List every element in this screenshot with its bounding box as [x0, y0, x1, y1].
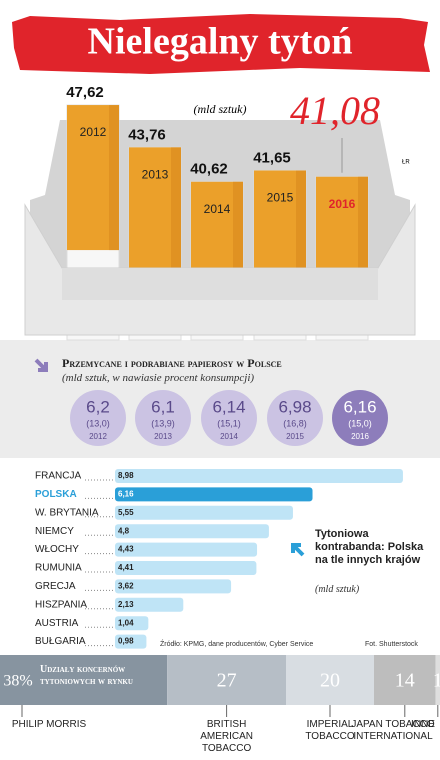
- value-label: 20: [320, 670, 340, 692]
- cigarette-shade: [358, 176, 368, 322]
- chart-title: Nielegalny tytoń: [88, 21, 353, 63]
- segment: [167, 655, 286, 705]
- category-label: BUŁGARIA: [35, 636, 86, 647]
- section-subtitle: (mld sztuk, w nawiasie procent konsumpcj…: [62, 372, 255, 384]
- category-label: BRITISH AMERICAN TOBACCO: [200, 719, 253, 754]
- year-label: 2015: [286, 432, 304, 441]
- circle: [332, 390, 388, 446]
- note: ŁR: [402, 160, 410, 166]
- bar: [115, 579, 232, 594]
- circle: [70, 390, 126, 446]
- category-label: INNE: [411, 719, 435, 730]
- year-label: 2014: [220, 432, 238, 441]
- year-label: 2013: [142, 168, 169, 182]
- year-label: 2012: [80, 125, 107, 139]
- share-label: (13,0): [86, 418, 110, 428]
- pack-inner: [62, 268, 378, 300]
- circle: [135, 390, 191, 446]
- annotation-title: Tytoniowa kontrabanda: Polska na tle inn…: [315, 528, 424, 566]
- value-label: 8,98: [118, 471, 134, 480]
- category-label: PHILIP MORRIS: [11, 719, 87, 730]
- title-banner: [12, 14, 430, 74]
- value-label: 4,8: [118, 526, 130, 535]
- category-label: HISZPANIA: [35, 599, 87, 610]
- value-label: 6,98: [278, 397, 311, 416]
- value-label: 41,08: [290, 88, 380, 133]
- year-label: 2014: [204, 202, 231, 216]
- category-label: IMPERIAL TOBACCO: [305, 719, 355, 742]
- segment: [0, 655, 168, 705]
- legend-title: Udziały koncernów tytoniowych w rynku: [40, 664, 133, 687]
- category-label: AUSTRIA: [35, 618, 79, 629]
- value-label: 6,16: [118, 490, 134, 499]
- category-label: GRECJA: [35, 581, 76, 592]
- subtitle: (mld sztuk): [194, 102, 247, 116]
- value-label: 38%: [3, 673, 32, 690]
- value-label: 1,04: [118, 618, 134, 627]
- arrow-icon: [34, 358, 48, 372]
- bar: [115, 505, 293, 520]
- category-label: FRANCJA: [35, 471, 81, 482]
- value-label: 1: [433, 670, 440, 692]
- share-label: (15,1): [217, 418, 241, 428]
- photo-credit: Fot. Shutterstock: [365, 641, 418, 648]
- value-label: 6,14: [212, 397, 245, 416]
- value-label: 40,62: [190, 161, 228, 178]
- cigarette-shade: [233, 181, 243, 327]
- category-label: POLSKA: [35, 489, 77, 500]
- year-label: 2013: [154, 432, 172, 441]
- value-label: 41,65: [253, 149, 291, 166]
- value-label: 27: [217, 670, 237, 692]
- category-label: WŁOCHY: [35, 544, 79, 555]
- category-label: W. BRYTANIA: [35, 507, 99, 518]
- value-label: 5,55: [118, 508, 134, 517]
- bar: [115, 634, 147, 649]
- category-label: JAPAN TOBACCO INTERNATIONAL: [351, 719, 435, 742]
- year-label: 2016: [329, 197, 356, 211]
- source: Źródło: KPMG, dane producentów, Cyber Se…: [160, 639, 313, 648]
- value-label: 2,13: [118, 600, 134, 609]
- segment: [435, 655, 440, 705]
- cigarette-shade: [109, 105, 119, 251]
- year-label: 2015: [267, 191, 294, 205]
- circle: [201, 390, 257, 446]
- category-label: NIEMCY: [35, 526, 74, 537]
- category-label: RUMUNIA: [35, 563, 82, 574]
- bar: [115, 524, 269, 539]
- value-label: 14: [395, 670, 415, 692]
- value-label: 43,76: [128, 126, 166, 143]
- bar: [115, 597, 184, 612]
- year-label: 2012: [89, 432, 107, 441]
- value-label: 6,1: [151, 397, 175, 416]
- segment: [286, 655, 374, 705]
- bar: [115, 487, 313, 502]
- share-label: (13,9): [151, 418, 175, 428]
- value-label: 47,62: [66, 84, 104, 101]
- value-label: 0,98: [118, 637, 134, 646]
- value-label: 3,62: [118, 582, 134, 591]
- value-label: 6,2: [86, 397, 110, 416]
- bar: [115, 561, 257, 575]
- value-label: 4,43: [118, 545, 134, 554]
- value-label: 6,16: [343, 397, 376, 416]
- segment: [374, 655, 436, 705]
- value-label: 4,41: [118, 563, 134, 572]
- share-label: (16,8): [283, 418, 307, 428]
- year-label: 2016: [351, 432, 369, 441]
- share-label: (15,0): [348, 418, 372, 428]
- cigarette-shade: [296, 170, 306, 316]
- bar: [115, 616, 149, 631]
- annotation-subtitle: (mld sztuk): [315, 584, 360, 595]
- cigarette-shade: [171, 147, 181, 293]
- bar: [115, 469, 403, 483]
- arrow-icon: [291, 543, 305, 557]
- section-title: Przemycane i podrabiane papierosy w Pols…: [62, 356, 282, 370]
- bar: [115, 542, 258, 557]
- circle: [267, 390, 323, 446]
